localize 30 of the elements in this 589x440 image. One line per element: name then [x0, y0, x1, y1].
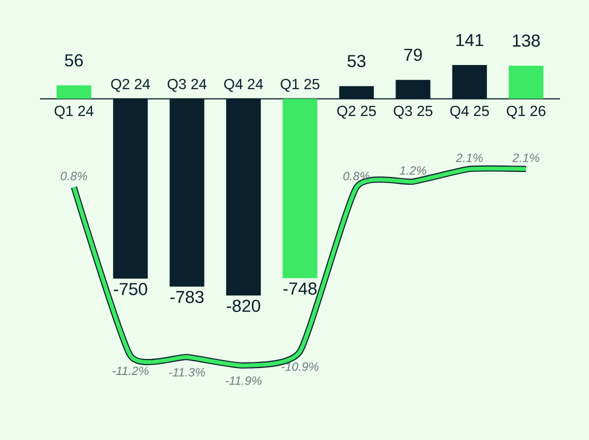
data-label: 53 [348, 54, 366, 68]
data-label: 79 [404, 48, 422, 61]
data-label: 2.1% [456, 154, 483, 162]
bar [282, 98, 318, 278]
x-tick-label: Q4 25 [450, 106, 489, 119]
x-tick-label: Q1 26 [506, 106, 546, 119]
data-label: -820 [226, 300, 260, 312]
x-tick-label: Q2 24 [111, 78, 150, 92]
data-label: 2.1% [512, 154, 540, 162]
x-tick-label: Q1 24 [54, 106, 94, 119]
data-label: 0.8% [343, 172, 370, 180]
bar [56, 85, 92, 99]
data-label: -11.2% [112, 366, 148, 376]
x-tick-label: Q1 25 [280, 78, 320, 92]
x-tick-label: Q3 24 [168, 78, 206, 92]
x-tick-label: Q2 25 [337, 106, 376, 119]
data-label: -10.9% [282, 362, 318, 371]
x-tick-label: Q3 25 [394, 106, 432, 119]
data-label: 141 [456, 34, 484, 46]
data-label: -748 [283, 282, 317, 295]
data-label: -11.3% [169, 368, 206, 376]
data-label: 56 [64, 54, 83, 66]
data-label: 1.2% [400, 166, 426, 175]
data-label: -750 [114, 282, 148, 296]
data-label: 138 [512, 34, 540, 47]
data-label: -783 [170, 290, 204, 304]
bar [508, 66, 544, 99]
data-label: -11.9% [226, 376, 262, 385]
x-tick-label: Q4 24 [224, 78, 263, 92]
data-label: 0.8% [60, 172, 88, 180]
